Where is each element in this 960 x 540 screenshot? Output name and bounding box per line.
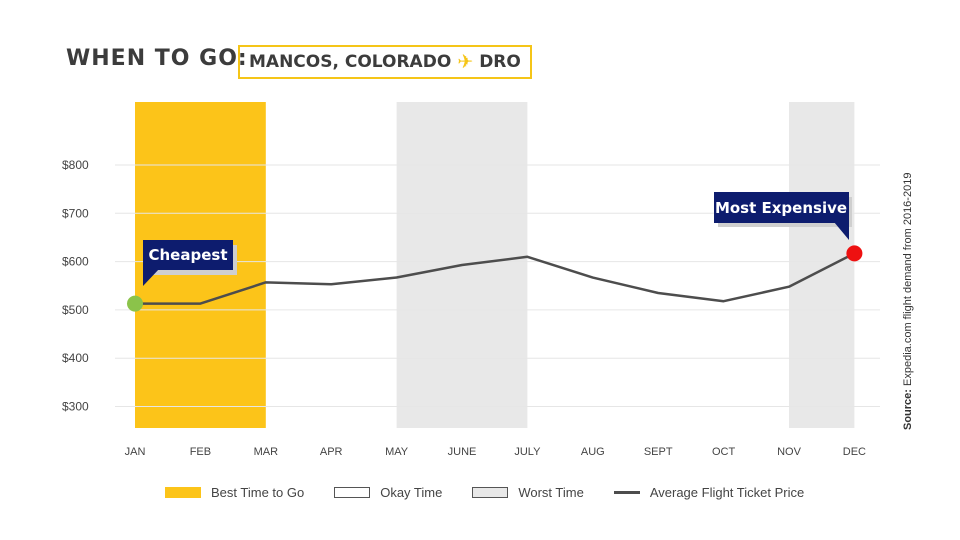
legend-item-worst: Worst Time	[472, 485, 584, 500]
expensive-callout-pointer	[834, 222, 849, 240]
x-tick-label: OCT	[712, 446, 736, 458]
price-chart: $300 $400 $500 $600 $700 $800 JAN FEB MAR APR MAY J…	[62, 102, 880, 458]
legend-swatch-okay	[334, 487, 371, 498]
airport-code: DRO	[479, 52, 521, 72]
x-tick-label: JAN	[125, 446, 146, 458]
x-tick-label: JULY	[514, 446, 541, 458]
legend-label-okay: Okay Time	[380, 485, 443, 500]
x-tick-label: NOV	[777, 446, 802, 458]
x-tick-label: FEB	[190, 446, 211, 458]
cheapest-marker	[127, 295, 143, 312]
x-tick-label: MAR	[254, 446, 279, 458]
x-tick-label: SEPT	[644, 446, 673, 458]
x-tick-label: AUG	[581, 446, 605, 458]
y-tick-label: $600	[62, 255, 89, 269]
worst-time-band-1	[789, 102, 855, 428]
airplane-icon: ✈	[457, 51, 474, 73]
expensive-callout	[714, 192, 849, 223]
legend-label-worst: Worst Time	[518, 485, 584, 500]
x-tick-label: JUNE	[448, 446, 477, 458]
legend-item-line: Average Flight Ticket Price	[613, 485, 805, 500]
price-line	[135, 252, 855, 305]
source-text: Expedia.com flight demand from 2016-2019	[902, 172, 914, 386]
destination-label: MANCOS, COLORADO	[249, 52, 452, 72]
y-tick-label: $300	[62, 400, 89, 414]
expensive-marker	[846, 245, 863, 262]
legend-swatch-worst	[472, 487, 509, 498]
legend-label-best: Best Time to Go	[211, 485, 305, 500]
source-label: Source:	[902, 389, 914, 430]
y-tick-label: $400	[62, 351, 89, 365]
legend-item-okay: Okay Time	[334, 485, 442, 500]
legend-item-best: Best Time to Go	[165, 485, 304, 500]
legend: Best Time to Go Okay Time Worst Time Ave…	[165, 485, 834, 500]
legend-swatch-best	[165, 487, 201, 498]
destination-box: MANCOS, COLORADO ✈ DRO	[238, 45, 532, 79]
y-tick-label: $700	[62, 206, 89, 220]
chart-title: WHEN TO GO:	[66, 46, 248, 71]
cheapest-callout-label: Cheapest	[149, 246, 228, 264]
legend-swatch-line	[613, 491, 640, 494]
legend-label-line: Average Flight Ticket Price	[649, 485, 805, 500]
y-tick-label: $500	[62, 303, 89, 317]
expensive-callout-label: Most Expensive	[715, 199, 847, 217]
cheapest-callout	[143, 240, 233, 270]
x-tick-label: DEC	[843, 446, 866, 458]
cheapest-callout-pointer	[143, 268, 160, 286]
source-note: Source: Expedia.com flight demand from 2…	[902, 173, 914, 430]
y-tick-label: $800	[62, 158, 89, 172]
x-tick-label: APR	[320, 446, 343, 458]
x-tick-label: MAY	[385, 446, 409, 458]
